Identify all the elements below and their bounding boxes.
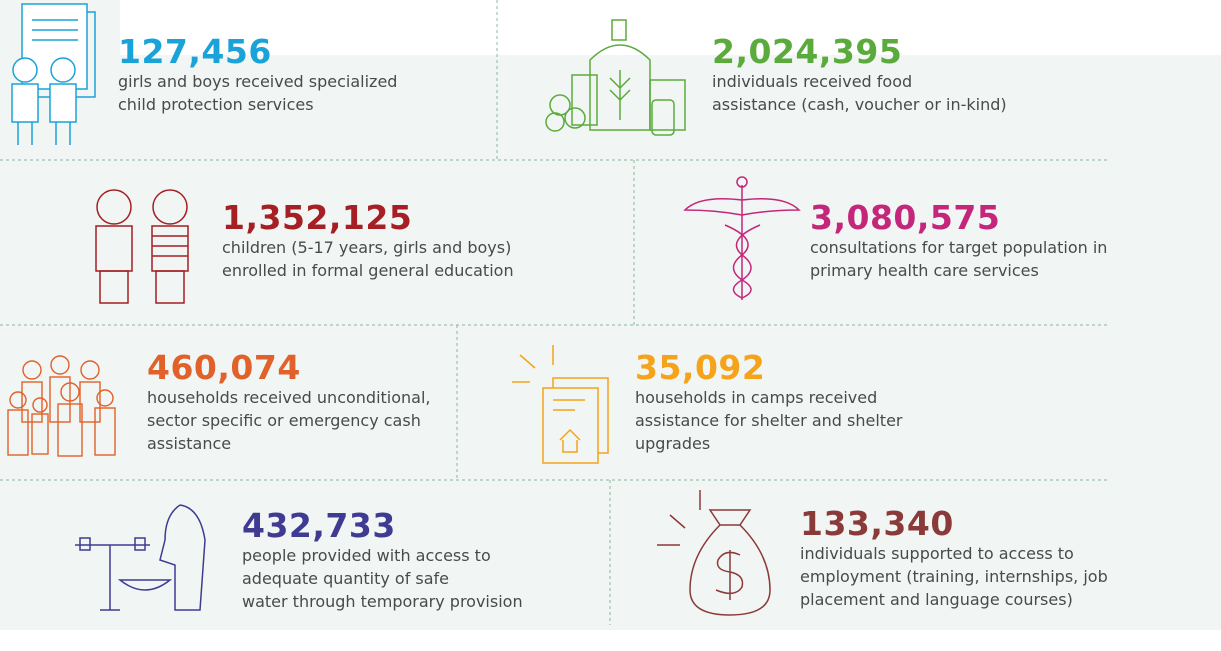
stat-number: 127,456 (118, 34, 397, 70)
stat-description: child protection services (118, 93, 397, 116)
stat-description: households received unconditional, (147, 386, 431, 409)
stat-description: sector specific or emergency cash (147, 409, 431, 432)
stat-description: individuals supported to access to (800, 542, 1108, 565)
stat-description: consultations for target population in (810, 236, 1107, 259)
stat-number: 432,733 (242, 508, 523, 544)
stat-description: girls and boys received specialized (118, 70, 397, 93)
stat-description: employment (training, internships, job (800, 565, 1108, 588)
stat-number: 133,340 (800, 506, 1108, 542)
stat-description: assistance (147, 432, 431, 455)
stat-number: 2,024,395 (712, 34, 1007, 70)
stat-description: households in camps received (635, 386, 902, 409)
stat-description: upgrades (635, 432, 902, 455)
stat-description: assistance for shelter and shelter (635, 409, 902, 432)
stat-description: individuals received food (712, 70, 1007, 93)
stat-number: 3,080,575 (810, 200, 1107, 236)
stat-description: children (5-17 years, girls and boys) (222, 236, 514, 259)
stat-description: adequate quantity of safe (242, 567, 523, 590)
stat-number: 1,352,125 (222, 200, 514, 236)
stat-description: water through temporary provision (242, 590, 523, 613)
stat-number: 460,074 (147, 350, 431, 386)
page: 127,456girls and boys received specializ… (0, 0, 1221, 651)
stat-description: people provided with access to (242, 544, 523, 567)
stat-description: primary health care services (810, 259, 1107, 282)
stat-description: assistance (cash, voucher or in-kind) (712, 93, 1007, 116)
stat-description: enrolled in formal general education (222, 259, 514, 282)
stat-description: placement and language courses) (800, 588, 1108, 611)
stat-number: 35,092 (635, 350, 902, 386)
